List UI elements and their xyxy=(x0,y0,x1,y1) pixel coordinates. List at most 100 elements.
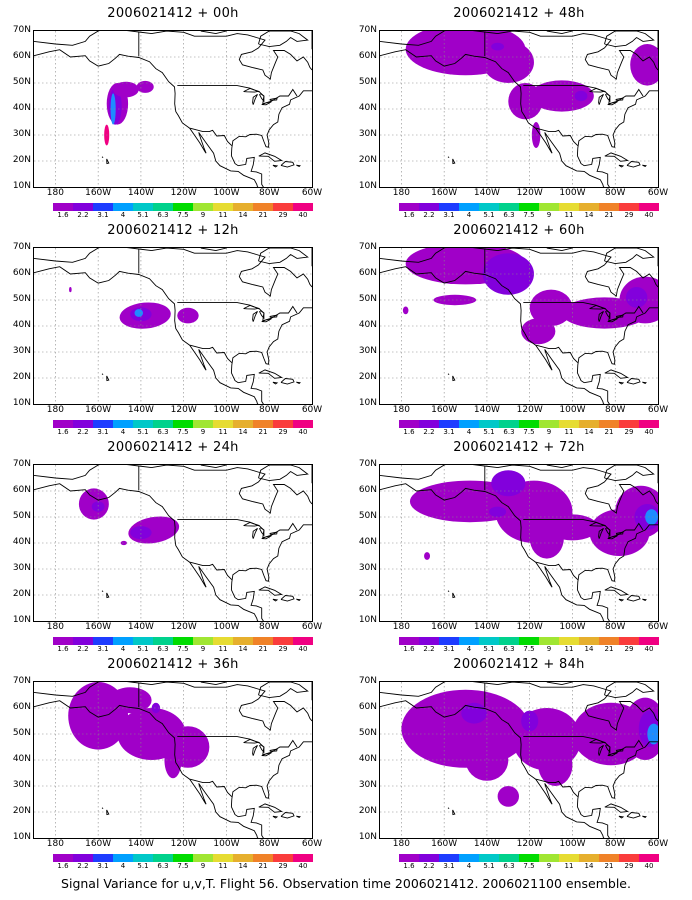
colorbar-swatch xyxy=(273,637,293,645)
colorbar-label: 11 xyxy=(564,862,574,870)
lat-tick-label: 30N xyxy=(12,129,31,139)
lat-tick-label: 10N xyxy=(358,181,377,191)
island-outline xyxy=(258,586,283,596)
colorbar-label: 21 xyxy=(258,645,268,653)
coastline xyxy=(380,483,605,621)
lat-tick-label: 20N xyxy=(358,372,377,382)
coastline xyxy=(34,266,259,404)
colorbar-label: 29 xyxy=(624,862,634,870)
colorbar-label: 40 xyxy=(644,428,654,436)
lat-tick-label: 40N xyxy=(12,754,31,764)
colorbar-label: 1.6 xyxy=(403,428,415,436)
map-canvas xyxy=(34,682,312,838)
panel-title: 2006021412 + 84h xyxy=(453,657,585,672)
coastline xyxy=(34,465,312,514)
colorbar-swatch xyxy=(439,854,459,862)
colorbar-label: 7.5 xyxy=(523,428,535,436)
island-outline xyxy=(200,465,227,469)
lon-tick-label: 140W xyxy=(473,622,500,632)
colorbar-label: 11 xyxy=(218,862,228,870)
colorbar-swatch xyxy=(53,203,73,211)
lat-tick-label: 50N xyxy=(358,77,377,87)
colorbar-swatch xyxy=(233,854,253,862)
colorbar-swatch xyxy=(93,637,113,645)
lat-tick-label: 70N xyxy=(358,459,377,469)
lon-tick-label: 160W xyxy=(431,622,458,632)
lat-tick-label: 60N xyxy=(358,485,377,495)
coastline xyxy=(380,266,605,404)
variance-contour xyxy=(465,739,509,781)
variance-map xyxy=(379,247,659,405)
colorbar-label: 6.3 xyxy=(503,428,515,436)
lon-tick-label: 80W xyxy=(605,188,626,198)
variance-map xyxy=(33,247,313,405)
coastline xyxy=(380,49,605,187)
island-outline xyxy=(604,31,655,48)
island-outline xyxy=(101,156,104,158)
lat-tick-label: 20N xyxy=(12,372,31,382)
colorbar-swatch xyxy=(193,637,213,645)
lon-tick-label: 160W xyxy=(85,839,112,849)
colorbar-label: 9 xyxy=(200,645,206,653)
border-line xyxy=(535,127,579,147)
lon-tick-label: 180 xyxy=(46,622,64,632)
coastline xyxy=(380,31,658,80)
lon-tick-label: 100W xyxy=(213,839,240,849)
island-outline xyxy=(447,156,450,158)
lake-outline xyxy=(243,305,261,310)
lake-outline xyxy=(598,311,604,322)
border-line xyxy=(177,519,298,539)
lon-tick-label: 80W xyxy=(259,839,280,849)
lat-tick-label: 70N xyxy=(358,676,377,686)
colorbar-label: 4 xyxy=(466,862,472,870)
lat-tick-label: 60N xyxy=(12,485,31,495)
island-outline xyxy=(272,815,279,819)
lat-tick-label: 40N xyxy=(358,103,377,113)
colorbar-swatch xyxy=(539,203,559,211)
colorbar-swatch xyxy=(53,854,73,862)
border-line xyxy=(189,778,233,798)
colorbar-label: 11 xyxy=(218,211,228,219)
colorbar-label: 7.5 xyxy=(177,645,189,653)
colorbar-swatch xyxy=(479,203,499,211)
colorbar-label: 3.1 xyxy=(443,428,455,436)
lon-tick-label: 120W xyxy=(170,188,197,198)
colorbar-swatch xyxy=(519,203,539,211)
lat-tick-label: 30N xyxy=(358,563,377,573)
lat-tick-label: 20N xyxy=(12,155,31,165)
colorbar-swatch xyxy=(273,854,293,862)
lon-tick-label: 120W xyxy=(170,405,197,415)
colorbar-swatch xyxy=(559,854,579,862)
lat-tick-label: 40N xyxy=(12,103,31,113)
coastline xyxy=(34,483,259,621)
panel-title: 2006021412 + 48h xyxy=(453,6,585,21)
lat-tick-label: 50N xyxy=(358,294,377,304)
lon-tick-label: 140W xyxy=(127,188,154,198)
colorbar-label: 11 xyxy=(564,211,574,219)
colorbar-swatch xyxy=(639,637,659,645)
colorbar-label: 29 xyxy=(278,211,288,219)
lat-tick-label: 40N xyxy=(358,754,377,764)
lat-tick-label: 60N xyxy=(358,268,377,278)
colorbar-label: 2.2 xyxy=(423,645,435,653)
colorbar-label: 7.5 xyxy=(523,645,535,653)
lake-outline xyxy=(252,528,258,539)
coastline xyxy=(34,700,259,838)
lon-tick-label: 120W xyxy=(516,622,543,632)
colorbar-label: 5.1 xyxy=(483,211,495,219)
colorbar-swatch xyxy=(113,637,133,645)
lake-outline xyxy=(589,88,607,93)
colorbar-swatch xyxy=(399,420,419,428)
island-outline xyxy=(626,378,641,385)
lon-tick-label: 160W xyxy=(431,839,458,849)
colorbar-swatch xyxy=(253,637,273,645)
lon-tick-label: 160W xyxy=(431,188,458,198)
colorbar-swatch xyxy=(193,854,213,862)
colorbar-label: 3.1 xyxy=(97,211,109,219)
variance-map xyxy=(379,30,659,188)
lat-tick-label: 30N xyxy=(358,129,377,139)
colorbar-swatch xyxy=(73,203,93,211)
lon-tick-label: 80W xyxy=(605,839,626,849)
colorbar-label: 14 xyxy=(238,211,248,219)
island-outline xyxy=(296,164,301,168)
